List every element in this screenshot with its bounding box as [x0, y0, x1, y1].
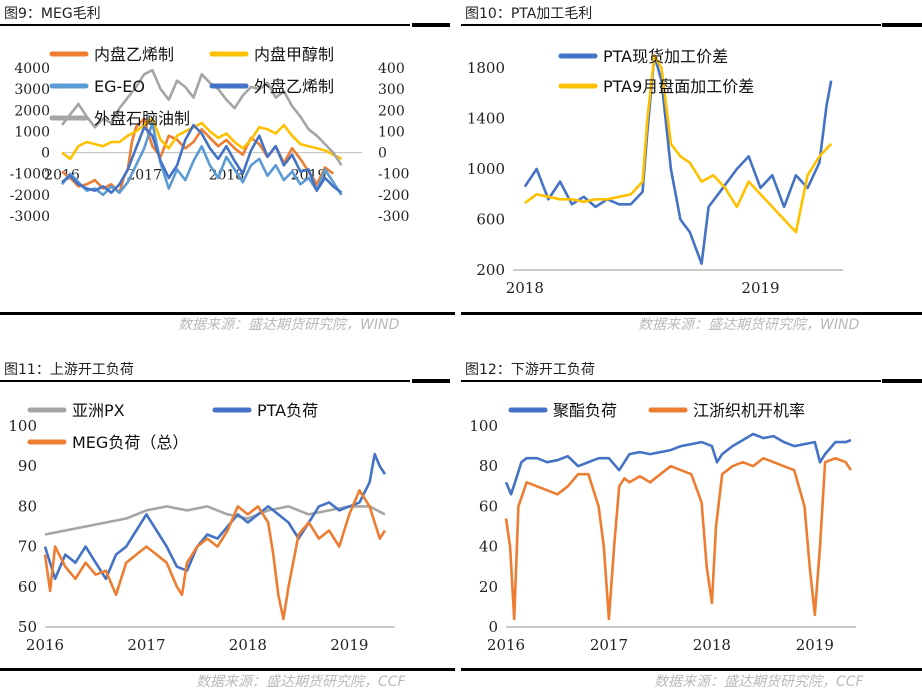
chart9-title: 图9：MEG毛利: [4, 6, 101, 22]
series-line-3: [43, 489, 387, 621]
x-tick-label: 2017: [127, 636, 165, 654]
chart11-source: 数据来源：盛达期货研究院，CCF: [196, 674, 406, 690]
chart10-bottom-rule: [461, 312, 922, 315]
legend-label-2: 江浙织机开机率: [693, 401, 805, 420]
y-tick-label: 60: [479, 497, 498, 515]
series-line-2: [524, 54, 833, 234]
y-tick-label: 100: [469, 417, 498, 435]
series-line-4: [61, 123, 343, 194]
series-line-1: [523, 54, 833, 265]
y-tick-label: 200: [476, 261, 505, 279]
legend-label-5: 外盘石脑油制: [94, 109, 190, 128]
x-tick-label: 2018: [229, 636, 267, 654]
y-tick-label: 90: [18, 457, 37, 475]
chart9-bottom-rule: [0, 312, 455, 315]
legend-label-1: 亚洲PX: [72, 401, 125, 420]
chart9-plot: 40003000200010000-1000-2000-300040030020…: [10, 45, 410, 225]
x-tick-label: 2016: [487, 636, 525, 654]
x-tick-label: 2017: [590, 636, 628, 654]
y-tick-label: 20: [479, 578, 498, 596]
y-right-tick-label: 0: [378, 146, 387, 162]
series-line-2: [61, 117, 343, 161]
legend-label-3: MEG负荷（总）: [72, 433, 188, 452]
chart11-bottom-rule: [0, 668, 455, 671]
y-left-tick-label: 4000: [14, 61, 50, 77]
series-line-5: [60, 68, 343, 167]
legend-label-1: PTA现货加工价差: [603, 47, 728, 66]
y-left-tick-label: 1000: [14, 124, 50, 140]
y-tick-label: 600: [476, 211, 505, 229]
legend-label-1: 内盘乙烯制: [94, 45, 174, 64]
legend-label-4: 外盘乙烯制: [254, 77, 334, 96]
chart11-title: 图11：上游开工负荷: [4, 362, 134, 378]
y-tick-label: 1000: [467, 160, 505, 178]
chart10-title: 图10：PTA加工毛利: [465, 6, 593, 22]
y-right-tick-label: 400: [378, 61, 405, 77]
x-tick-label: 2018: [693, 636, 731, 654]
x-tick-label: 2018: [506, 279, 544, 297]
chart12-title-rule: [461, 380, 881, 382]
y-right-tick-label: 100: [378, 124, 405, 140]
chart9-title-rule-accent: [412, 23, 450, 27]
chart12-source: 数据来源：盛达期货研究院，CCF: [654, 674, 864, 690]
x-tick-label: 2019: [796, 636, 834, 654]
legend-label-1: 聚酯负荷: [553, 401, 617, 420]
chart10-title-rule: [461, 24, 881, 26]
series-line-1: [504, 432, 852, 496]
y-tick-label: 1400: [467, 110, 505, 128]
y-right-tick-label: 200: [378, 103, 405, 119]
y-left-tick-label: -3000: [10, 209, 50, 225]
legend-label-2: PTA负荷: [257, 401, 318, 420]
y-left-tick-label: 3000: [14, 82, 50, 98]
y-tick-label: 40: [479, 538, 498, 556]
y-tick-label: 100: [8, 417, 37, 435]
y-tick-label: 80: [479, 457, 498, 475]
y-right-tick-label: -100: [378, 167, 409, 183]
chart12-title-rule-accent: [882, 379, 922, 383]
chart12-title: 图12：下游开工负荷: [465, 362, 595, 378]
chart9-title-rule: [0, 24, 410, 26]
y-left-tick-label: -2000: [10, 188, 50, 204]
y-right-tick-label: 300: [378, 82, 405, 98]
y-right-tick-label: -200: [378, 188, 409, 204]
series-line-2: [504, 456, 852, 621]
y-right-tick-label: -300: [378, 209, 409, 225]
y-tick-label: 70: [18, 538, 37, 556]
y-left-tick-label: 2000: [14, 103, 50, 119]
x-tick-label: 2019: [330, 636, 368, 654]
legend-label-2: 内盘甲醇制: [254, 45, 334, 64]
y-tick-label: 1800: [467, 59, 505, 77]
chart12-bottom-rule: [461, 668, 922, 671]
y-tick-label: 50: [18, 618, 37, 636]
legend-label-3: EG-EO: [94, 77, 145, 96]
chart9-source: 数据来源：盛达期货研究院，WIND: [178, 317, 400, 333]
chart11-title-rule: [0, 380, 410, 382]
chart10-source: 数据来源：盛达期货研究院，WIND: [638, 317, 860, 333]
y-tick-label: 80: [18, 497, 37, 515]
series-line-2: [43, 452, 386, 581]
x-tick-label: 2016: [26, 636, 64, 654]
y-left-tick-label: 0: [41, 146, 50, 162]
x-tick-label: 2017: [126, 168, 162, 184]
y-tick-label: 60: [18, 578, 37, 596]
chart10-title-rule-accent: [882, 23, 922, 27]
y-left-tick-label: -1000: [10, 167, 50, 183]
chart11-title-rule-accent: [412, 379, 450, 383]
series-line-1: [44, 505, 386, 536]
y-tick-label: 0: [488, 618, 498, 636]
x-tick-label: 2019: [741, 279, 779, 297]
legend-label-2: PTA9月盘面加工价差: [603, 77, 754, 96]
